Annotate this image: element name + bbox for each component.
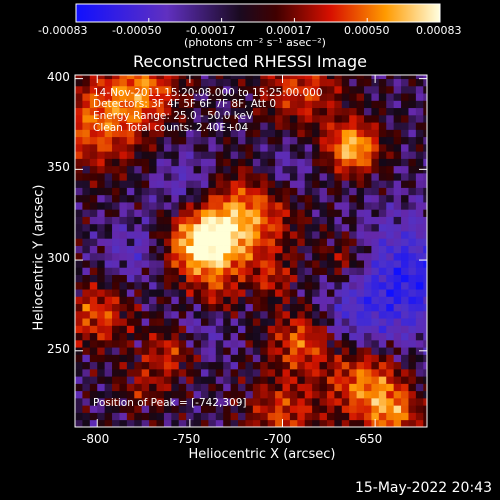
y-tick-label-250: 250 <box>47 342 70 356</box>
colorbar-units: (photons cm⁻² s⁻¹ asec⁻²) <box>184 36 326 49</box>
x-axis-label: Heliocentric X (arcsec) <box>188 447 336 462</box>
x-tick-label-m750: -750 <box>173 432 201 446</box>
axis-ticks <box>75 75 427 427</box>
colorbar-ticks <box>75 18 441 22</box>
y-tick-label-300: 300 <box>47 251 70 265</box>
x-tick-label-m650: -650 <box>355 432 383 446</box>
colorbar-tick-label-0: -0.00083 <box>38 24 88 37</box>
chart-title: Reconstructed RHESSI Image <box>133 52 367 71</box>
annotation-clean: Clean Total counts: 2.40E+04 <box>93 122 249 134</box>
colorbar-tick-label-4: 0.00050 <box>344 24 390 37</box>
annotation-peak: Position of Peak = [-742,309] <box>93 397 247 409</box>
annotation-detectors: Detectors: 3F 4F 5F 6F 7F 8F, Att 0 <box>93 98 277 110</box>
plot-frame <box>74 74 428 428</box>
colorbar-tick-label-3: 0.00017 <box>266 24 312 37</box>
y-tick-label-400: 400 <box>47 70 70 84</box>
y-axis-label: Heliocentric Y (arcsec) <box>31 184 47 331</box>
annotation-energy: Energy Range: 25.0 - 50.0 keV <box>93 110 254 122</box>
timestamp: 15-May-2022 20:43 <box>354 480 492 496</box>
heatmap-image <box>75 75 427 427</box>
x-tick-label-m800: -800 <box>82 432 110 446</box>
x-tick-label-m700: -700 <box>264 432 292 446</box>
annotation-time-range: 14-Nov-2011 15:20:08.000 to 15:25:00.000 <box>93 87 323 99</box>
colorbar-tick-label-2: -0.00017 <box>186 24 236 37</box>
colorbar <box>75 3 441 23</box>
colorbar-tick-label-5: 0.00083 <box>416 24 462 37</box>
colorbar-tick-label-1: -0.00050 <box>112 24 162 37</box>
y-tick-label-350: 350 <box>47 160 70 174</box>
